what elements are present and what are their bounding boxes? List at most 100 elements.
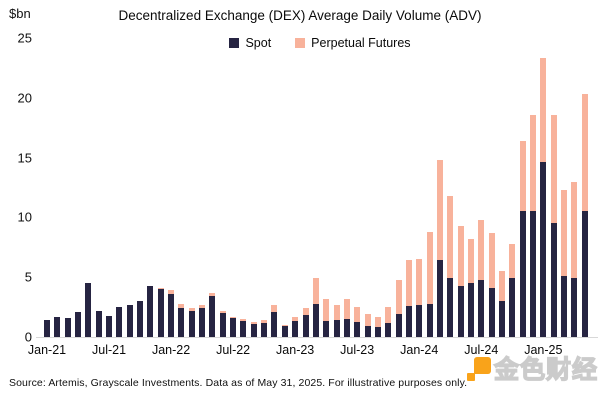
bar-spot bbox=[478, 280, 485, 337]
bar-spot bbox=[302, 314, 309, 337]
legend-item-spot: Spot bbox=[229, 36, 271, 50]
bar-spot bbox=[374, 327, 381, 337]
bar-spot bbox=[116, 307, 123, 337]
legend: Spot Perpetual Futures bbox=[42, 36, 598, 50]
bar-spot bbox=[54, 316, 61, 337]
bar-spot bbox=[219, 313, 226, 337]
bar-spot bbox=[498, 301, 505, 337]
bar-perpetual-futures bbox=[540, 58, 547, 163]
bar-spot bbox=[333, 320, 340, 337]
bar-spot bbox=[426, 303, 433, 337]
bar-spot bbox=[343, 319, 350, 337]
bar-spot bbox=[581, 211, 588, 337]
bar-spot bbox=[199, 308, 206, 337]
bar-spot bbox=[488, 287, 495, 337]
bar-spot bbox=[137, 301, 144, 337]
bar-spot bbox=[292, 320, 299, 337]
bar-perpetual-futures bbox=[571, 181, 578, 278]
bar-perpetual-futures bbox=[343, 299, 350, 320]
bar-perpetual-futures bbox=[529, 114, 536, 212]
bar-perpetual-futures bbox=[488, 232, 495, 288]
bar-spot bbox=[147, 285, 154, 337]
bar-perpetual-futures bbox=[157, 287, 164, 290]
bar-spot bbox=[209, 296, 216, 337]
bar-perpetual-futures bbox=[312, 278, 319, 305]
x-axis-baseline bbox=[36, 337, 598, 338]
y-tick-label: 20 bbox=[17, 90, 32, 106]
bar-spot bbox=[354, 322, 361, 337]
bar-perpetual-futures bbox=[271, 305, 278, 313]
y-axis-unit-label: $bn bbox=[9, 6, 31, 21]
spot-swatch-icon bbox=[229, 38, 240, 48]
bar-perpetual-futures bbox=[374, 317, 381, 328]
y-tick-label: 25 bbox=[17, 30, 32, 46]
source-note: Source: Artemis, Grayscale Investments. … bbox=[9, 377, 468, 389]
bar-perpetual-futures bbox=[333, 304, 340, 321]
bar-spot bbox=[561, 276, 567, 337]
bar-spot bbox=[509, 277, 516, 337]
bar-spot bbox=[157, 289, 164, 337]
watermark-text: 金色财经 bbox=[493, 355, 598, 384]
bar-spot bbox=[364, 325, 371, 337]
bar-spot bbox=[250, 323, 257, 337]
bar-perpetual-futures bbox=[426, 231, 433, 304]
x-tick-label: Jul-23 bbox=[340, 343, 375, 357]
bar-perpetual-futures bbox=[199, 305, 206, 309]
bar-perpetual-futures bbox=[302, 308, 309, 315]
x-tick-label: Jan-23 bbox=[276, 343, 315, 357]
bar-spot bbox=[436, 260, 443, 337]
jinse-finance-logo-icon bbox=[465, 356, 492, 384]
bar-spot bbox=[447, 278, 454, 337]
bar-spot bbox=[95, 310, 102, 337]
bar-spot bbox=[106, 316, 113, 337]
bar-perpetual-futures bbox=[457, 225, 464, 287]
bar-perpetual-futures bbox=[395, 279, 402, 315]
bar-spot bbox=[457, 286, 464, 337]
watermark: 金色财经 bbox=[465, 355, 598, 385]
bar-perpetual-futures bbox=[188, 307, 195, 311]
bar-spot bbox=[230, 318, 237, 337]
bar-spot bbox=[44, 320, 50, 337]
bar-spot bbox=[188, 310, 195, 337]
bar-perpetual-futures bbox=[561, 189, 567, 277]
bar-spot bbox=[312, 304, 319, 337]
bar-spot bbox=[519, 211, 526, 337]
bar-perpetual-futures bbox=[498, 271, 505, 302]
bar-spot bbox=[281, 326, 288, 337]
bar-spot bbox=[385, 323, 392, 337]
bar-perpetual-futures bbox=[178, 304, 185, 308]
bar-spot bbox=[550, 223, 557, 337]
bar-spot bbox=[75, 311, 82, 337]
bar-perpetual-futures bbox=[261, 319, 268, 323]
bar-spot bbox=[64, 317, 71, 337]
bar-spot bbox=[85, 283, 92, 337]
x-tick-label: Jan-22 bbox=[151, 343, 191, 357]
bar-perpetual-futures bbox=[405, 260, 412, 306]
bar-spot bbox=[405, 305, 412, 337]
bar-spot bbox=[323, 321, 330, 337]
bar-spot bbox=[240, 321, 247, 337]
bar-perpetual-futures bbox=[292, 317, 299, 321]
legend-label-spot: Spot bbox=[245, 36, 272, 50]
bar-spot bbox=[416, 305, 423, 337]
bar-perpetual-futures bbox=[478, 219, 485, 281]
bar-perpetual-futures bbox=[385, 306, 392, 324]
x-tick-label: Jan-24 bbox=[400, 343, 439, 357]
bar-spot bbox=[540, 162, 547, 337]
bar-perpetual-futures bbox=[436, 160, 443, 261]
y-tick-label: 15 bbox=[17, 150, 32, 166]
x-tick-label: Jan-25 bbox=[524, 343, 563, 357]
bar-perpetual-futures bbox=[323, 298, 330, 322]
bar-perpetual-futures bbox=[581, 94, 588, 212]
legend-item-perpetual-futures: Perpetual Futures bbox=[295, 36, 411, 50]
bar-spot bbox=[467, 283, 474, 337]
y-tick-label: 0 bbox=[24, 329, 32, 345]
chart-title: Decentralized Exchange (DEX) Average Dai… bbox=[118, 8, 482, 23]
bar-perpetual-futures bbox=[447, 195, 454, 279]
x-tick-label: Jan-21 bbox=[27, 343, 67, 357]
perpetual-futures-swatch-icon bbox=[295, 38, 306, 48]
bar-perpetual-futures bbox=[416, 259, 423, 306]
bar-perpetual-futures bbox=[281, 325, 288, 327]
y-tick-label: 5 bbox=[24, 269, 32, 285]
